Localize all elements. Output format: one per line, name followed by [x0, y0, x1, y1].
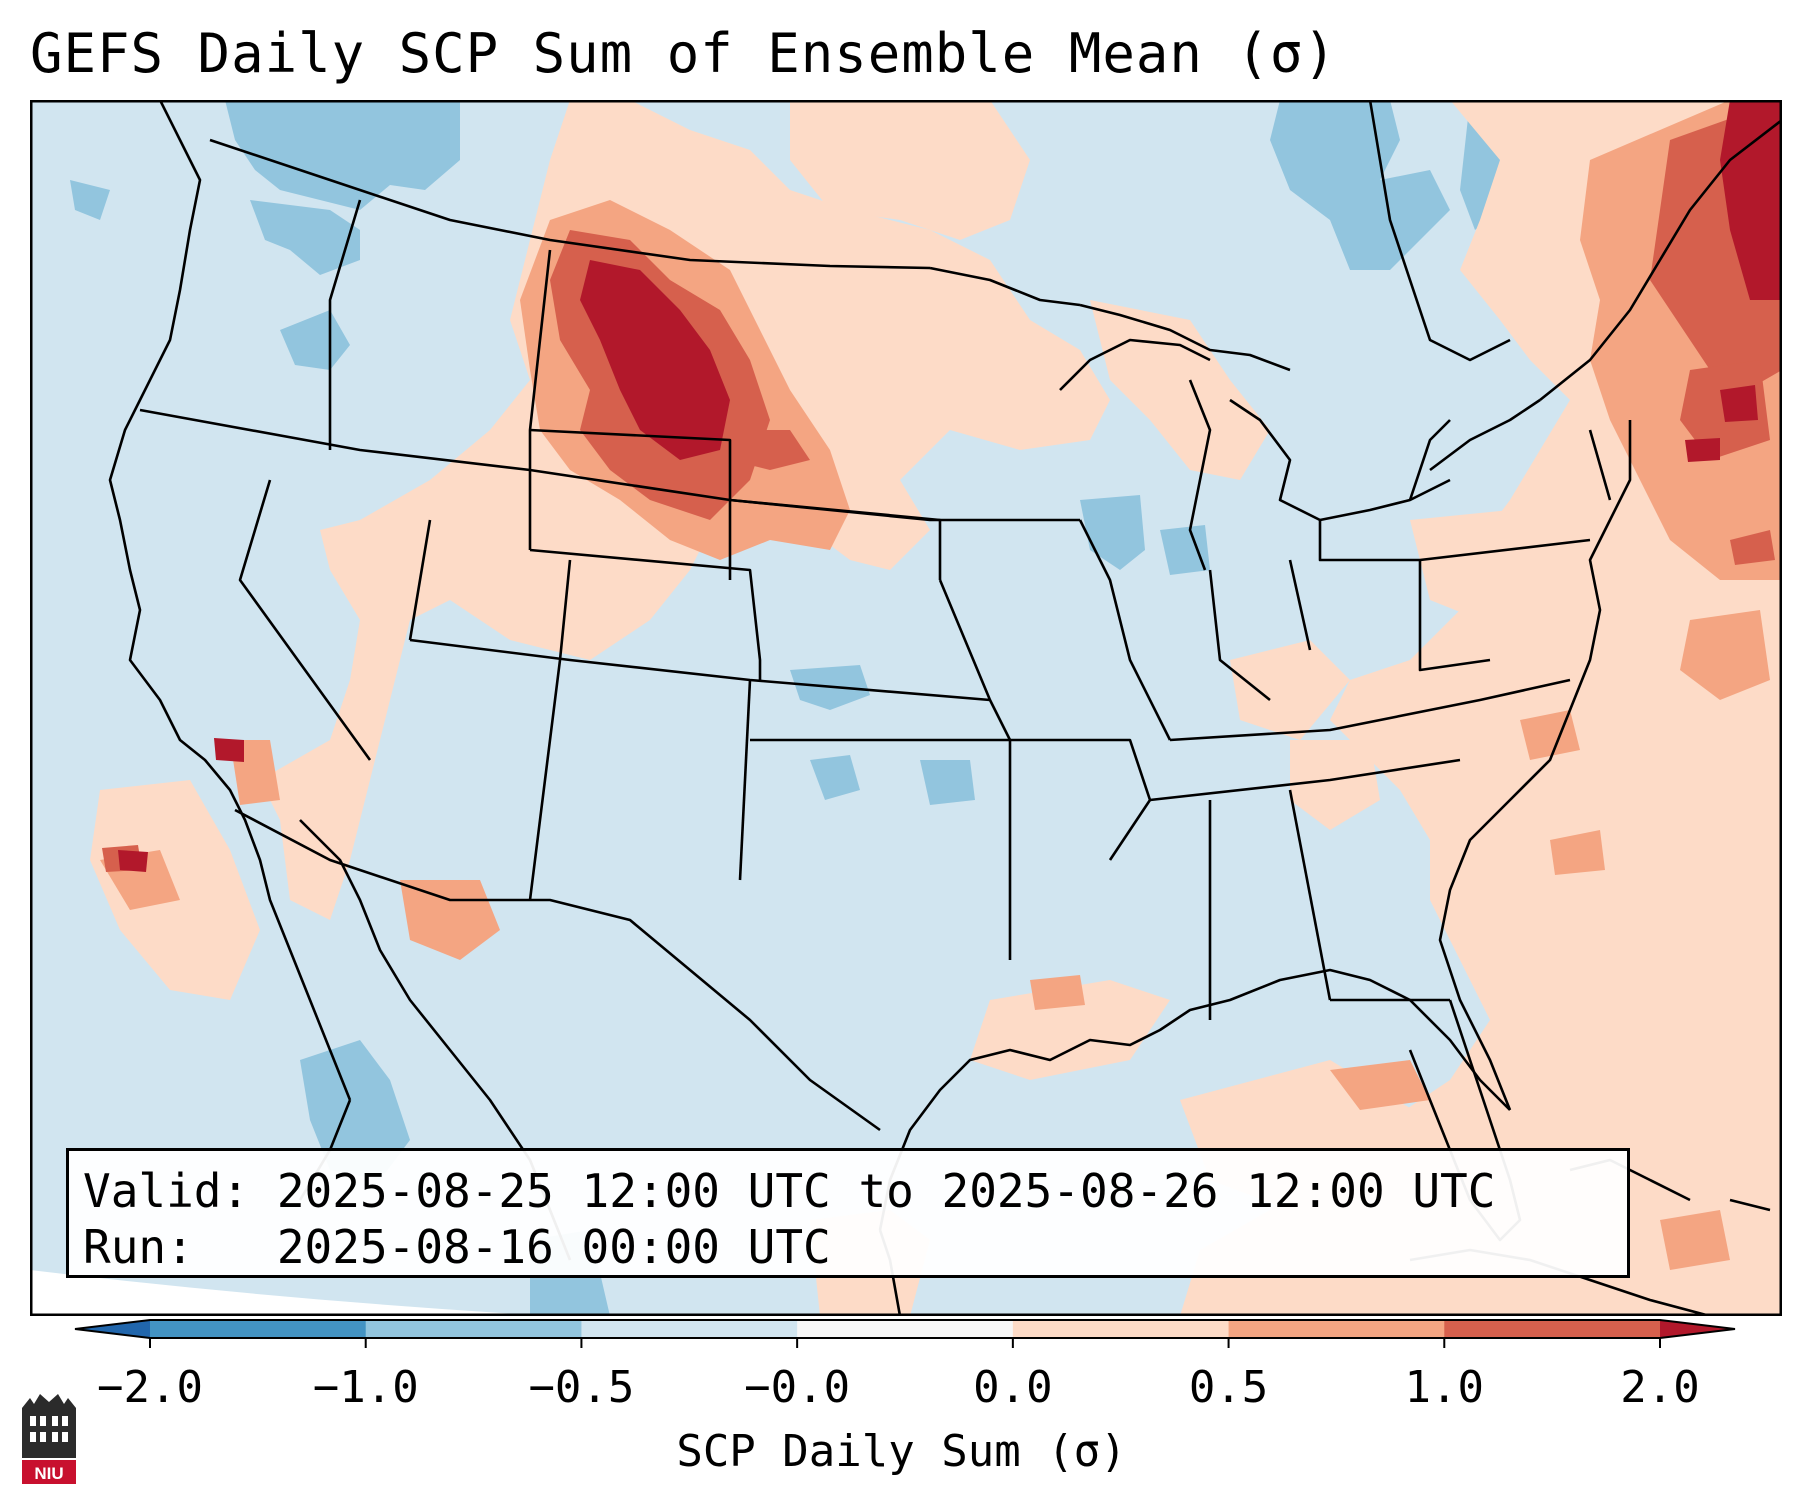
colorbar-segment — [1228, 1320, 1445, 1338]
nw-negative — [225, 100, 460, 210]
valid-time-line: Valid: 2025-08-25 12:00 UTC to 2025-08-2… — [83, 1164, 1496, 1218]
pacific-negative — [300, 1040, 410, 1180]
ny-line — [1408, 419, 1451, 501]
colorbar-tick-label: 2.0 — [1620, 1362, 1700, 1413]
lake-ontario — [1429, 398, 1541, 472]
colorado-south — [409, 638, 991, 702]
mid-atlantic-positive — [1410, 510, 1530, 620]
gulf-positive — [970, 980, 1170, 1080]
indiana-ohio — [1288, 559, 1312, 651]
nm-texas-line — [738, 679, 752, 881]
caribbean-medium — [1330, 1060, 1430, 1110]
colorbar-title: SCP Daily Sum (σ) — [676, 1426, 1127, 1477]
st-lawrence — [1539, 118, 1782, 402]
tennessee-line — [1169, 678, 1571, 742]
colorbar-tick-label: 0.5 — [1188, 1362, 1269, 1413]
colorbar-tick-label: −1.0 — [312, 1362, 419, 1413]
pa-line — [1418, 560, 1491, 672]
colorbar-tick-label: −0.0 — [744, 1362, 851, 1413]
northeast-extreme-2 — [1720, 385, 1758, 422]
pacific-negative-2 — [70, 180, 110, 220]
nw-negative-2 — [250, 200, 360, 275]
colorbar-segments — [74, 1319, 1736, 1348]
utah-line — [408, 519, 432, 641]
run-time-line: Run: 2025-08-16 00:00 UTC — [83, 1220, 831, 1274]
colorbar-segment — [1444, 1320, 1661, 1338]
hispaniola — [1729, 1198, 1771, 1212]
oklahoma-negative — [920, 760, 975, 805]
four-corners-line — [528, 559, 572, 901]
extreme-positive-field — [118, 100, 1782, 872]
plains-extreme — [580, 260, 730, 460]
gulf-medium — [1030, 975, 1085, 1010]
lake-erie — [1319, 478, 1451, 522]
map-frame — [30, 100, 1782, 1316]
info-box: Valid: 2025-08-25 12:00 UTC to 2025-08-2… — [66, 1148, 1630, 1278]
lake-michigan — [1188, 379, 1212, 571]
carolinas-positive — [1290, 740, 1380, 830]
new-england-extreme — [1720, 100, 1782, 300]
plains-high-2 — [730, 430, 810, 470]
indiana-negative — [1160, 525, 1210, 575]
colorbar-segment — [797, 1320, 1014, 1338]
scp-map — [30, 100, 1782, 1316]
svg-text:NIU: NIU — [34, 1464, 63, 1483]
al-ga-line — [1288, 789, 1332, 1001]
west-coastline — [108, 100, 352, 1101]
colorbar-tick-label: 1.0 — [1404, 1362, 1485, 1413]
alabama-north — [1149, 758, 1461, 802]
ohio-valley-positive — [1230, 640, 1350, 740]
nebraska-line — [729, 498, 942, 580]
baja-offshore-extreme — [118, 850, 148, 872]
canada-border-west — [209, 138, 931, 270]
niu-logo: NIU — [22, 1394, 76, 1484]
wyoming-line — [529, 428, 732, 580]
colorbar-extend-high — [1660, 1320, 1735, 1338]
colorbar-segment — [365, 1320, 582, 1338]
nevada-line — [238, 479, 372, 761]
northeast-extreme-3 — [1685, 438, 1720, 462]
colorbar-tick-label: −2.0 — [97, 1362, 203, 1413]
oklahoma-negative-2 — [810, 755, 860, 800]
colorbar-segment — [1012, 1320, 1230, 1338]
map-panel — [30, 100, 1782, 1316]
colorado-north — [529, 548, 762, 680]
atlantic-medium — [1680, 610, 1770, 700]
canada-border-mn — [929, 266, 1081, 307]
upper-midwest-positive — [1090, 300, 1270, 480]
projection-edge — [30, 1270, 550, 1316]
east-coastline — [1438, 420, 1632, 1111]
colorbar-extend-low — [75, 1320, 150, 1338]
nw-negative-3 — [280, 310, 350, 370]
lake-superior — [1079, 303, 1291, 372]
colorbar-tick-label: −0.5 — [528, 1362, 635, 1413]
caribbean-medium-2 — [1660, 1210, 1730, 1270]
socal-extreme — [214, 738, 244, 762]
mexico-border — [234, 808, 881, 1132]
colorbar-segment — [150, 1320, 367, 1338]
page-title: GEFS Daily SCP Sum of Ensemble Mean (σ) — [30, 22, 1337, 85]
lake-superior-south — [1059, 338, 1211, 391]
lake-huron — [1229, 398, 1321, 522]
illinois-indiana — [1208, 569, 1271, 702]
atlantic-medium-3 — [1550, 830, 1605, 875]
northern-plains-positive-2 — [790, 100, 1030, 240]
canada-negative — [1270, 100, 1450, 270]
colorbar-outline — [74, 1319, 1736, 1339]
kansas-line — [938, 579, 1012, 741]
mississippi-river — [1078, 519, 1172, 741]
arkansas-line — [1010, 738, 1152, 861]
atlantic-high — [1730, 530, 1775, 565]
pa-north — [1318, 520, 1591, 562]
state-line-north — [139, 408, 1080, 522]
quebec-border — [1368, 100, 1511, 362]
colorbar-tick-label: 0.0 — [973, 1362, 1053, 1413]
vt-nh-line — [1588, 429, 1612, 501]
colorbar-segment — [581, 1320, 798, 1338]
idaho-line — [328, 199, 362, 450]
